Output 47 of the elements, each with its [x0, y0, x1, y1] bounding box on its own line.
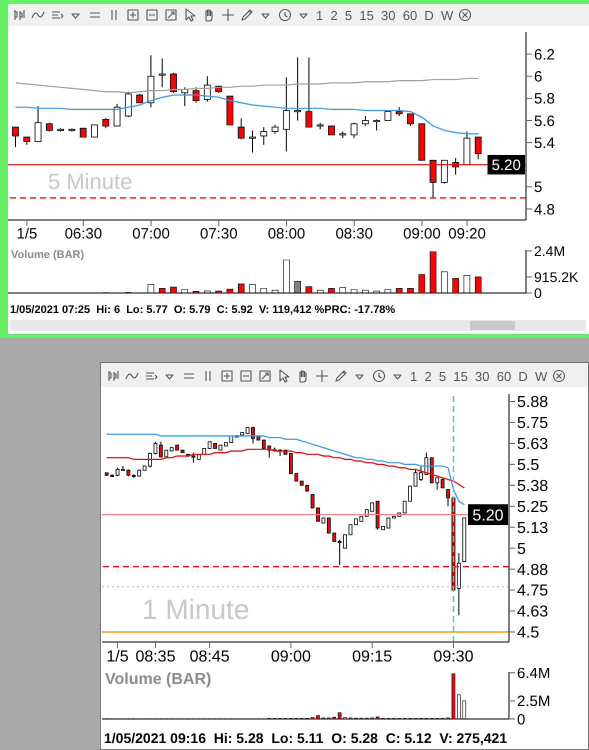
y-tick-label: 5.5 [517, 457, 540, 474]
y-tick-label: 5.63 [517, 436, 548, 454]
text: 1 2 5 15 30 60 D W [410, 368, 548, 384]
y-tick-label: 4.5 [517, 624, 540, 642]
x-tick-label: 08:35 [135, 648, 176, 666]
y-tick-label: 6.2 [534, 46, 555, 64]
y-tick-label: 2.4M [534, 242, 566, 259]
y-tick-label: 5.75 [517, 415, 548, 432]
x-tick-label: 07:30 [200, 226, 238, 243]
y-tick-label: 4.63 [517, 604, 548, 621]
ref-line-label: 5.20 [472, 507, 504, 524]
y-tick-label: 915.2K [534, 268, 580, 285]
x-tick-label: 07:00 [132, 226, 170, 243]
x-tick-label: 09:15 [352, 648, 392, 666]
chart-title: Volume (BAR) [11, 249, 84, 261]
ref-line-label: 5.20 [492, 157, 521, 174]
text: 1/05/2021 09:16 Hi: 5.28 Lo: 5.11 O: 5.28 C: 5.12 V: 275,421 [104, 730, 508, 746]
y-tick-label: 5 [517, 540, 526, 558]
x-tick-label: 08:30 [335, 226, 373, 243]
y-tick-label: 4.8 [534, 201, 555, 218]
x-tick-label: 09:00 [403, 226, 441, 243]
y-tick-label: 2.5M [517, 693, 550, 710]
y-tick-label: 5 [534, 179, 542, 196]
chart-title: Volume (BAR) [105, 671, 212, 689]
y-tick-label: 4.88 [517, 562, 548, 579]
x-tick-label: 1/5 [16, 226, 38, 243]
y-tick-label: 5.88 [517, 394, 548, 412]
y-tick-label: 4.75 [517, 582, 548, 600]
y-tick-label: 5.25 [517, 498, 548, 516]
text: 1 2 5 15 30 60 D W [316, 8, 454, 22]
x-tick-label: 08:45 [190, 648, 230, 666]
y-tick-label: 6 [534, 68, 542, 86]
y-tick-label: 5.38 [517, 478, 548, 496]
text: 1/05/2021 07:25 Hi: 6 Lo: 5.77 O: 5.79 C: 5.92 V: 119,412 %PRC: -17.78% [10, 304, 396, 316]
x-tick-label: 09:30 [433, 648, 474, 666]
y-tick-label: 5.8 [534, 90, 555, 108]
x-tick-label: 06:30 [64, 226, 102, 243]
y-tick-label: 5.6 [534, 112, 555, 130]
x-tick-label: 09:20 [448, 226, 486, 243]
x-tick-label: 09:00 [270, 648, 312, 666]
y-tick-label: 5.4 [534, 134, 555, 152]
x-tick-label: 08:00 [268, 226, 306, 243]
x-tick-label: 1/5 [106, 648, 129, 666]
y-tick-label: 0 [534, 284, 542, 301]
y-tick-label: 6.4M [517, 665, 550, 682]
y-tick-label: 5.13 [517, 520, 548, 537]
y-tick-label: 0 [517, 711, 526, 728]
